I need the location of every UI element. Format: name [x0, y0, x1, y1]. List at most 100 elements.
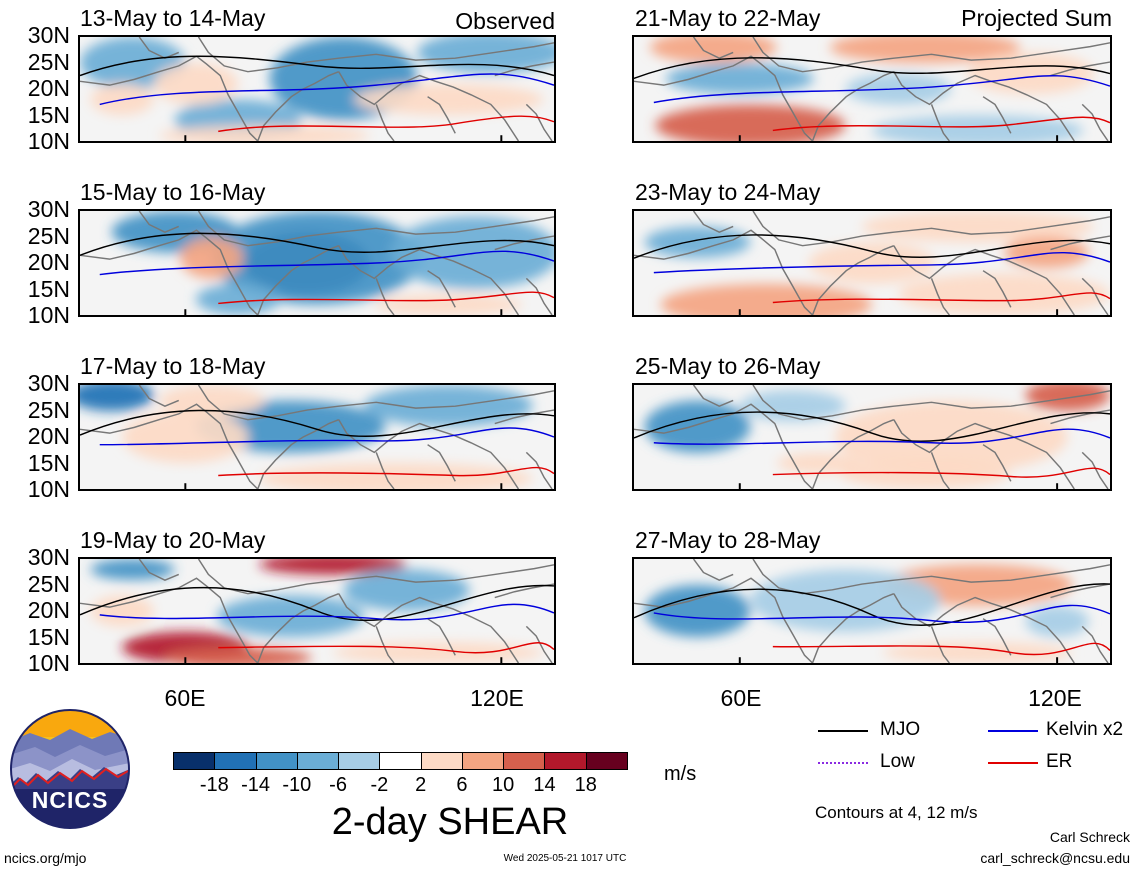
coastline-4: [427, 618, 456, 656]
lon-label-60e-right: 60E: [720, 685, 762, 711]
coastline-6: [1081, 277, 1109, 315]
kelvin-contour: [653, 604, 1110, 624]
lat-label-15n-row1: 15N: [27, 101, 70, 128]
coastline-8: [197, 211, 554, 247]
colorbar-tick-label: -2: [370, 774, 389, 796]
coastline-4: [427, 444, 456, 482]
legend-kelvin-label: Kelvin x2: [1046, 719, 1124, 740]
shear-anomaly-3: [122, 411, 249, 463]
colorbar-swatch: [255, 752, 298, 770]
lat-label-10n-row1: 10N: [27, 128, 70, 154]
kelvin-contour: [99, 427, 554, 446]
lat-label-20n-row3: 20N: [27, 423, 70, 449]
map-panel-21-may: [632, 35, 1112, 143]
panel-title-2: 15-May to 16-May: [80, 179, 266, 205]
shear-anomaly-1: [80, 385, 154, 411]
coastline-4: [982, 270, 1012, 308]
colorbar-tick-label: -14: [241, 774, 270, 796]
shear-anomaly-4: [808, 242, 936, 284]
coastline-8: [752, 559, 1110, 595]
coastline-7: [692, 37, 734, 59]
lat-label-10n-row4: 10N: [27, 650, 70, 676]
coastline-0: [80, 229, 259, 315]
coastline-6: [1081, 103, 1109, 141]
coastline-1: [257, 592, 340, 663]
shear-anomaly-6: [195, 283, 281, 315]
coastline-1: [257, 244, 340, 315]
coastline-8: [197, 385, 554, 421]
shear-anomaly-4: [1025, 605, 1089, 637]
lat-label-30n-row4: 30N: [27, 544, 70, 570]
mjo-contour: [80, 232, 554, 256]
coastline-3: [930, 452, 950, 489]
coastline-0: [634, 577, 814, 663]
panel-title-4: 19-May to 20-May: [80, 527, 266, 553]
colorbar: -18 -14 -10 -6 -2 2 6 10 14 18: [173, 752, 628, 796]
coastline-3: [375, 452, 395, 489]
mjo-contour: [80, 584, 554, 621]
kelvin-contour: [99, 250, 554, 276]
shear-anomaly-0: [644, 226, 751, 258]
panel-title-5: 21-May to 22-May: [635, 5, 821, 31]
shear-anomaly-1: [259, 559, 407, 575]
footer-author: Carl Schreck: [1049, 829, 1130, 845]
colorbar-tick-label: 10: [492, 774, 515, 796]
panel-title-8: 27-May to 28-May: [635, 527, 821, 553]
coastline-3: [930, 626, 950, 663]
legend-er-label: ER: [1046, 751, 1073, 772]
lat-label-10n-row3: 10N: [27, 476, 70, 502]
coastline-3: [375, 626, 395, 663]
coastline-2: [338, 245, 520, 315]
colorbar-swatch: [173, 752, 216, 770]
coastline-1: [257, 70, 340, 141]
footer-url[interactable]: ncics.org/mjo: [4, 850, 87, 866]
lat-label-30n-row3: 30N: [27, 370, 70, 396]
coastline-2: [338, 71, 520, 141]
colorbar-tick-label: 14: [533, 774, 556, 796]
lon-label-120e-left: 120E: [470, 685, 524, 711]
coastline-5: [1050, 583, 1110, 599]
legend-mjo-label: MJO: [880, 719, 921, 740]
coastline-1: [811, 418, 895, 489]
coastline-0: [80, 403, 259, 489]
er-contour: [772, 467, 1110, 478]
footer-email[interactable]: carl_schreck@ncsu.edu: [980, 850, 1130, 866]
mjo-contour: [634, 234, 1110, 259]
coastline-5: [1050, 235, 1110, 251]
lat-label-20n-row2: 20N: [27, 249, 70, 275]
lon-label-120e-right: 120E: [1028, 685, 1082, 711]
er-contour: [772, 116, 1110, 132]
coastline-8: [752, 37, 1110, 73]
ncics-logo-text: NCICS: [31, 787, 109, 813]
mjo-contour: [80, 55, 554, 77]
shear-anomaly-1: [660, 283, 872, 315]
ncics-logo: [10, 707, 130, 831]
mjo-contour: [634, 411, 1110, 442]
shear-anomaly-2: [164, 647, 312, 663]
shear-anomaly-2: [882, 642, 1073, 663]
projected-sum-label: Projected Sum: [961, 5, 1112, 31]
coastline-7: [138, 211, 180, 233]
colorbar-swatch: [296, 752, 340, 770]
lat-label-30n-row1: 30N: [27, 22, 70, 48]
er-contour: [772, 292, 1110, 304]
legend-low-label: Low: [880, 751, 915, 772]
coastline-4: [982, 618, 1012, 656]
shear-anomaly-0: [644, 400, 751, 453]
legend-er-line: [988, 762, 1038, 764]
colorbar-title: 2-day SHEAR: [331, 801, 569, 843]
shear-anomaly-2: [834, 400, 1068, 474]
coastline-1: [811, 70, 895, 141]
coastline-2: [893, 245, 1075, 315]
colorbar-tick-label: -6: [329, 774, 347, 796]
kelvin-contour: [653, 428, 1110, 445]
colorbar-tick-label: 6: [456, 774, 468, 796]
shear-anomaly-5: [374, 294, 523, 315]
lat-label-25n-row1: 25N: [27, 48, 70, 75]
kelvin-contour: [99, 73, 554, 106]
coastline-0: [80, 577, 259, 663]
shear-anomaly-3: [390, 216, 554, 289]
map-panel-19-may: [78, 557, 556, 665]
kelvin-contour: [99, 603, 554, 621]
map-panel-27-may: [632, 557, 1112, 665]
